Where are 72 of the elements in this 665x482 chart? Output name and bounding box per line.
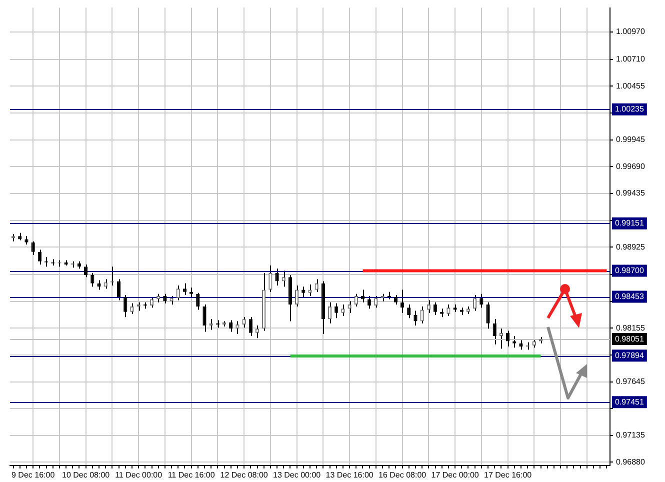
y-tick-label: 1.00710 [616, 54, 646, 64]
x-tick-label: 12 Dec 08:00 [220, 470, 268, 480]
candlestick [420, 306, 424, 324]
y-tick-label: 0.97135 [616, 430, 646, 440]
candlestick [236, 320, 240, 334]
candlestick [38, 249, 42, 265]
ref-line-label: 0.97894 [615, 350, 644, 360]
candlestick [302, 286, 306, 298]
candlestick [150, 296, 154, 308]
candlestick [90, 272, 94, 288]
ref-line-label: 0.98051 [615, 334, 644, 344]
candlestick [182, 282, 187, 296]
candlestick [84, 264, 88, 278]
candlestick [116, 278, 121, 301]
candlestick [341, 304, 345, 317]
y-tick-label: 0.99435 [616, 188, 646, 198]
x-tick-label: 13 Dec 16:00 [326, 470, 374, 480]
y-tick-label: 1.00455 [616, 81, 646, 90]
candlestick [414, 310, 418, 326]
candlestick [242, 316, 246, 328]
candlestick [348, 300, 352, 314]
x-tick-label: 17 Dec 16:00 [484, 470, 532, 480]
ref-line-label: 0.98453 [615, 292, 644, 301]
candlestick [394, 294, 398, 305]
candlestick [130, 302, 134, 314]
candlestick [248, 316, 252, 337]
x-tick-label: 11 Dec 00:00 [115, 470, 163, 480]
x-tick-label: 9 Dec 16:00 [12, 470, 56, 480]
y-tick-label: 0.99690 [616, 162, 646, 171]
ref-line-label: 0.97451 [615, 397, 644, 406]
candlestick [163, 293, 167, 304]
y-tick-label: 0.98925 [616, 242, 646, 252]
candlestick [328, 302, 332, 324]
candlestick [407, 304, 411, 319]
candlestick [216, 320, 220, 328]
candlestick [295, 285, 299, 308]
candlestick [255, 324, 260, 339]
y-tick-label: 0.99945 [616, 135, 646, 144]
candlestick [202, 304, 206, 332]
ref-line-label: 1.00235 [615, 104, 644, 114]
candlestick [480, 293, 484, 308]
candlestick [492, 318, 496, 345]
candlestick [275, 268, 279, 286]
candlestick [176, 285, 180, 301]
candlestick [97, 280, 101, 290]
candlestick [433, 302, 438, 316]
ref-line-label: 0.98700 [615, 266, 644, 275]
x-tick-label: 10 Dec 08:00 [62, 470, 110, 480]
y-tick-label: 1.00970 [616, 27, 646, 36]
y-tick-label: 0.96880 [616, 457, 646, 466]
x-tick-label: 11 Dec 16:00 [168, 470, 216, 480]
x-tick-label: 16 Dec 08:00 [378, 470, 427, 480]
candlestick [196, 292, 200, 310]
y-tick-label: 0.97645 [616, 376, 646, 386]
candlestick [31, 240, 35, 256]
ref-line-label: 0.99151 [615, 218, 644, 228]
candlestick [374, 296, 378, 308]
candlestick [486, 302, 490, 330]
candlestick [334, 302, 338, 319]
candlestick [308, 284, 312, 297]
candlestick [268, 265, 272, 292]
candlestick [282, 270, 286, 288]
candlestick [354, 293, 358, 308]
candlestick [519, 340, 523, 350]
x-tick-label: 17 Dec 00:00 [431, 470, 480, 480]
y-tick-label: 0.98155 [616, 323, 646, 332]
candlestick [473, 294, 477, 312]
candlestick [446, 304, 450, 317]
candlestick [506, 330, 510, 348]
candlestick [368, 296, 372, 310]
x-tick-label: 13 Dec 00:00 [273, 470, 322, 480]
candlestick [124, 294, 128, 318]
